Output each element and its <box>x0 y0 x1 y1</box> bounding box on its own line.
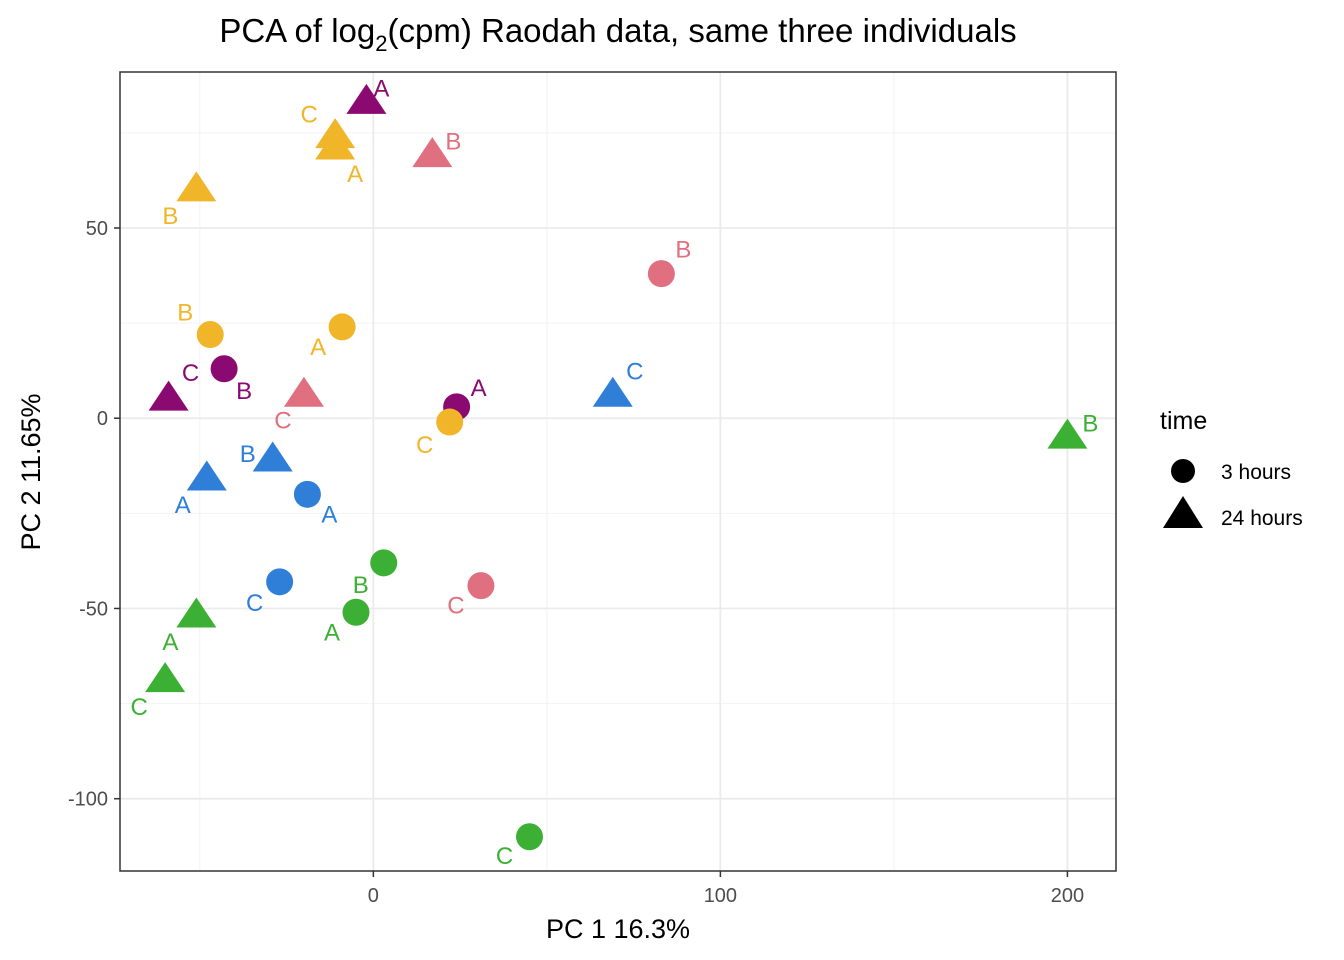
point-label: B <box>240 441 256 468</box>
point-label: A <box>162 629 178 656</box>
y-tick-label: 50 <box>86 218 108 240</box>
point-label: A <box>373 75 389 102</box>
point-3-hours <box>293 480 321 508</box>
data-points <box>145 83 1088 851</box>
point-3-hours <box>196 321 224 349</box>
point-label: A <box>321 501 337 528</box>
point-label: A <box>471 375 487 402</box>
x-tick-label: 200 <box>1051 885 1084 907</box>
point-label: B <box>1082 410 1098 437</box>
point-3-hours <box>467 572 495 600</box>
legend-label-24-hours: 24 hours <box>1221 507 1303 530</box>
point-3-hours <box>436 408 464 436</box>
point-label: C <box>626 358 643 385</box>
x-axis-ticks: 0 100 200 <box>368 871 1084 907</box>
point-24-hours <box>176 171 217 202</box>
point-3-hours <box>328 313 356 341</box>
point-label: B <box>353 572 369 599</box>
chart-title-main: PCA of log <box>219 12 375 49</box>
point-24-hours <box>283 376 324 407</box>
legend-label-3-hours: 3 hours <box>1221 461 1291 484</box>
point-24-hours <box>346 83 387 114</box>
x-tick-label: 100 <box>704 885 737 907</box>
point-label: C <box>447 593 464 620</box>
point-label: A <box>175 492 191 519</box>
point-label: B <box>177 300 193 327</box>
chart-title-subscript: 2 <box>375 31 387 56</box>
point-label: B <box>236 378 252 405</box>
point-3-hours <box>370 549 398 577</box>
point-label: A <box>347 161 363 188</box>
chart-title: PCA of log2(cpm) Raodah data, same three… <box>219 12 1016 56</box>
point-label: A <box>324 619 340 646</box>
plot-grid <box>120 72 1116 871</box>
point-3-hours <box>266 568 294 596</box>
point-label: B <box>162 203 178 230</box>
point-label: B <box>675 237 691 264</box>
point-3-hours <box>342 598 370 626</box>
y-tick-label: -100 <box>68 789 108 811</box>
point-label: B <box>445 129 461 156</box>
point-label: C <box>274 407 291 434</box>
point-24-hours <box>412 137 453 168</box>
point-24-hours <box>1047 418 1088 449</box>
point-label: C <box>182 360 199 387</box>
legend-title: time <box>1160 407 1207 435</box>
legend-key-triangle <box>1163 496 1203 528</box>
point-label: C <box>496 843 513 870</box>
point-label: C <box>300 102 317 129</box>
point-24-hours <box>186 460 227 491</box>
y-axis-ticks: -100 -50 0 50 <box>68 218 120 811</box>
point-3-hours <box>516 823 544 851</box>
y-tick-label: 0 <box>97 408 108 430</box>
plot-panel <box>120 72 1116 871</box>
y-tick-label: -50 <box>79 598 108 620</box>
y-axis-title: PC 2 11.65% <box>16 393 46 550</box>
point-label: C <box>130 694 147 721</box>
point-label: C <box>416 432 433 459</box>
x-axis-title: PC 1 16.3% <box>546 914 690 944</box>
x-tick-label: 0 <box>368 885 379 907</box>
point-24-hours <box>148 380 189 411</box>
legend: time 3 hours 24 hours <box>1160 407 1303 530</box>
point-24-hours <box>145 662 186 693</box>
legend-key-circle <box>1171 459 1195 483</box>
point-label: C <box>246 590 263 617</box>
point-label: A <box>310 334 326 361</box>
plot-panel-border <box>119 71 1117 872</box>
chart-title-rest: (cpm) Raodah data, same three individual… <box>388 12 1017 49</box>
point-24-hours <box>315 129 356 160</box>
point-24-hours <box>252 441 293 472</box>
point-24-hours <box>592 376 633 407</box>
point-3-hours <box>647 260 675 288</box>
point-3-hours <box>210 355 238 383</box>
point-24-hours <box>176 597 217 628</box>
